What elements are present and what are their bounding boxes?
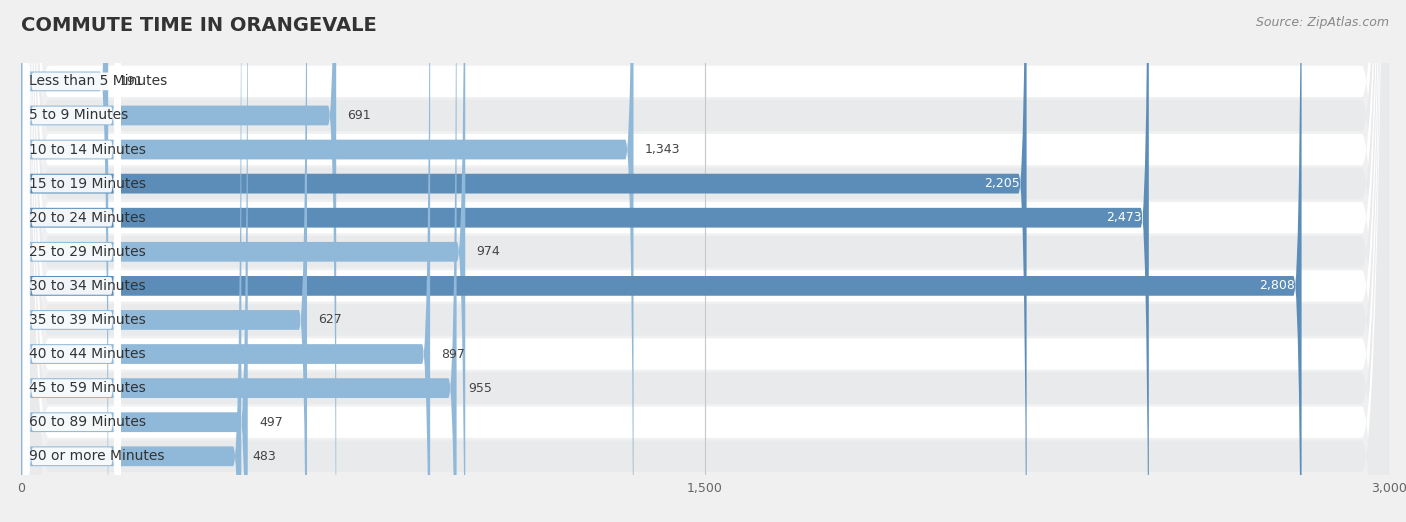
FancyBboxPatch shape bbox=[21, 0, 1389, 522]
FancyBboxPatch shape bbox=[21, 0, 1389, 522]
Text: 1,343: 1,343 bbox=[645, 143, 681, 156]
FancyBboxPatch shape bbox=[21, 0, 1389, 522]
FancyBboxPatch shape bbox=[21, 0, 465, 522]
FancyBboxPatch shape bbox=[22, 0, 121, 522]
FancyBboxPatch shape bbox=[21, 0, 1389, 522]
FancyBboxPatch shape bbox=[22, 0, 121, 522]
FancyBboxPatch shape bbox=[22, 0, 121, 522]
FancyBboxPatch shape bbox=[21, 0, 1389, 522]
FancyBboxPatch shape bbox=[22, 0, 121, 522]
Text: 40 to 44 Minutes: 40 to 44 Minutes bbox=[30, 347, 146, 361]
FancyBboxPatch shape bbox=[22, 0, 121, 522]
FancyBboxPatch shape bbox=[21, 0, 1389, 522]
FancyBboxPatch shape bbox=[21, 0, 108, 522]
Text: 5 to 9 Minutes: 5 to 9 Minutes bbox=[30, 109, 128, 123]
FancyBboxPatch shape bbox=[21, 0, 457, 522]
FancyBboxPatch shape bbox=[21, 0, 1389, 522]
FancyBboxPatch shape bbox=[21, 0, 1389, 522]
FancyBboxPatch shape bbox=[21, 0, 430, 522]
Text: 191: 191 bbox=[120, 75, 143, 88]
Text: 2,205: 2,205 bbox=[984, 177, 1019, 190]
Text: 35 to 39 Minutes: 35 to 39 Minutes bbox=[30, 313, 146, 327]
Text: 2,808: 2,808 bbox=[1258, 279, 1295, 292]
Text: 10 to 14 Minutes: 10 to 14 Minutes bbox=[30, 143, 146, 157]
FancyBboxPatch shape bbox=[22, 0, 121, 522]
Text: 15 to 19 Minutes: 15 to 19 Minutes bbox=[30, 176, 146, 191]
Text: COMMUTE TIME IN ORANGEVALE: COMMUTE TIME IN ORANGEVALE bbox=[21, 16, 377, 34]
FancyBboxPatch shape bbox=[21, 0, 1302, 522]
Text: 483: 483 bbox=[253, 450, 277, 463]
Text: 691: 691 bbox=[347, 109, 371, 122]
FancyBboxPatch shape bbox=[21, 0, 1389, 522]
Text: 2,473: 2,473 bbox=[1107, 211, 1142, 224]
Text: 497: 497 bbox=[259, 416, 283, 429]
Text: 974: 974 bbox=[477, 245, 501, 258]
Text: 60 to 89 Minutes: 60 to 89 Minutes bbox=[30, 415, 146, 429]
FancyBboxPatch shape bbox=[21, 0, 336, 522]
FancyBboxPatch shape bbox=[22, 0, 121, 522]
FancyBboxPatch shape bbox=[22, 0, 121, 522]
FancyBboxPatch shape bbox=[22, 0, 121, 522]
Text: 955: 955 bbox=[468, 382, 492, 395]
FancyBboxPatch shape bbox=[21, 0, 307, 522]
Text: Less than 5 Minutes: Less than 5 Minutes bbox=[30, 74, 167, 88]
FancyBboxPatch shape bbox=[22, 0, 121, 522]
FancyBboxPatch shape bbox=[21, 0, 247, 522]
FancyBboxPatch shape bbox=[21, 0, 242, 522]
Text: 20 to 24 Minutes: 20 to 24 Minutes bbox=[30, 211, 146, 224]
Text: 25 to 29 Minutes: 25 to 29 Minutes bbox=[30, 245, 146, 259]
FancyBboxPatch shape bbox=[21, 0, 1389, 522]
FancyBboxPatch shape bbox=[21, 0, 1389, 522]
Text: 30 to 34 Minutes: 30 to 34 Minutes bbox=[30, 279, 146, 293]
Text: 897: 897 bbox=[441, 348, 465, 361]
FancyBboxPatch shape bbox=[22, 0, 121, 522]
Text: 627: 627 bbox=[318, 313, 342, 326]
Text: 90 or more Minutes: 90 or more Minutes bbox=[30, 449, 165, 464]
Text: 45 to 59 Minutes: 45 to 59 Minutes bbox=[30, 381, 146, 395]
FancyBboxPatch shape bbox=[21, 0, 1149, 522]
FancyBboxPatch shape bbox=[22, 0, 121, 522]
FancyBboxPatch shape bbox=[21, 0, 634, 522]
FancyBboxPatch shape bbox=[21, 0, 1026, 522]
Text: Source: ZipAtlas.com: Source: ZipAtlas.com bbox=[1256, 16, 1389, 29]
FancyBboxPatch shape bbox=[21, 0, 1389, 522]
